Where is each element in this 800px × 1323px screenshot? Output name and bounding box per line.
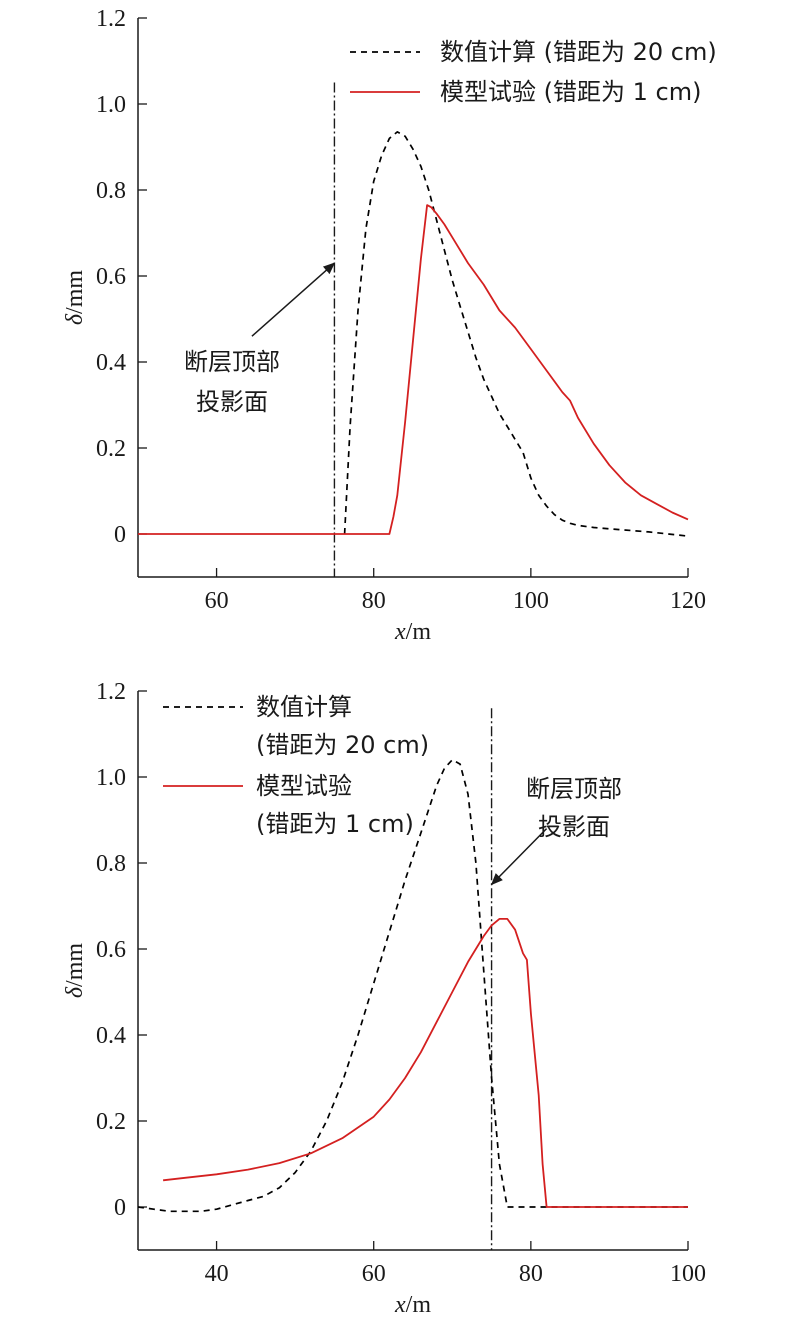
y-tick-label: 0 — [114, 522, 126, 548]
legend-text-line-2: (错距为 20 cm) — [256, 731, 429, 759]
fault-annotation-line-2: 投影面 — [538, 813, 610, 841]
x-tick-label: 40 — [205, 1261, 229, 1287]
annotation-arrow — [251, 262, 336, 337]
y-tick-label: 0.2 — [96, 1109, 126, 1135]
y-axis-title: δ/mm — [62, 270, 88, 325]
x-tick-label: 60 — [205, 588, 229, 614]
numerical-series-line — [137, 758, 688, 1213]
y-tick-label: 0.6 — [96, 937, 126, 963]
y-tick-label: 0.4 — [96, 1023, 126, 1049]
y-tick-label: 0.4 — [96, 350, 126, 376]
fault-annotation-line-1: 断层顶部 — [184, 348, 280, 376]
annotation-arrow — [490, 828, 548, 886]
y-tick-label: 0.6 — [96, 264, 126, 290]
legend-text-line-4: (错距为 1 cm) — [256, 810, 414, 838]
numerical-series-line — [343, 131, 689, 537]
y-tick-label: 0.8 — [96, 178, 126, 204]
x-tick-label: 60 — [362, 1261, 386, 1287]
x-tick-label: 120 — [670, 588, 706, 614]
legend-entry-2: 模型试验 (错距为 1 cm) — [440, 78, 701, 106]
legend-entry-1: 数值计算 (错距为 20 cm) — [440, 38, 717, 66]
model-test-series-line — [162, 918, 688, 1208]
y-tick-label: 0.8 — [96, 851, 126, 877]
x-axis-title: x/m — [394, 619, 431, 645]
x-tick-label: 100 — [513, 588, 549, 614]
y-tick-label: 1.2 — [96, 6, 126, 32]
y-tick-label: 0.2 — [96, 436, 126, 462]
chart-panel-2: 0 0.2 0.4 0.6 0.8 1.0 1.2 40 60 80 100 x/m δ/mm 数值计算 (… — [62, 679, 706, 1318]
model-test-series-line — [138, 204, 689, 535]
y-axis-title: δ/mm — [62, 943, 88, 998]
x-tick-label: 100 — [670, 1261, 706, 1287]
legend-text-line-1: 数值计算 — [256, 693, 352, 721]
y-tick-label: 0 — [114, 1195, 126, 1221]
x-tick-label: 80 — [362, 588, 386, 614]
x-axis-title: x/m — [394, 1292, 431, 1318]
chart-panel-1: 0 0.2 0.4 0.6 0.8 1.0 1.2 60 80 100 120 x/m δ/mm 数值计算… — [62, 6, 717, 645]
y-tick-label: 1.0 — [96, 765, 126, 791]
y-tick-label: 1.0 — [96, 92, 126, 118]
legend-text-line-3: 模型试验 — [256, 772, 352, 800]
y-tick-label: 1.2 — [96, 679, 126, 705]
fault-annotation-line-2: 投影面 — [196, 388, 268, 416]
fault-annotation-line-1: 断层顶部 — [526, 775, 622, 803]
x-tick-label: 80 — [519, 1261, 543, 1287]
